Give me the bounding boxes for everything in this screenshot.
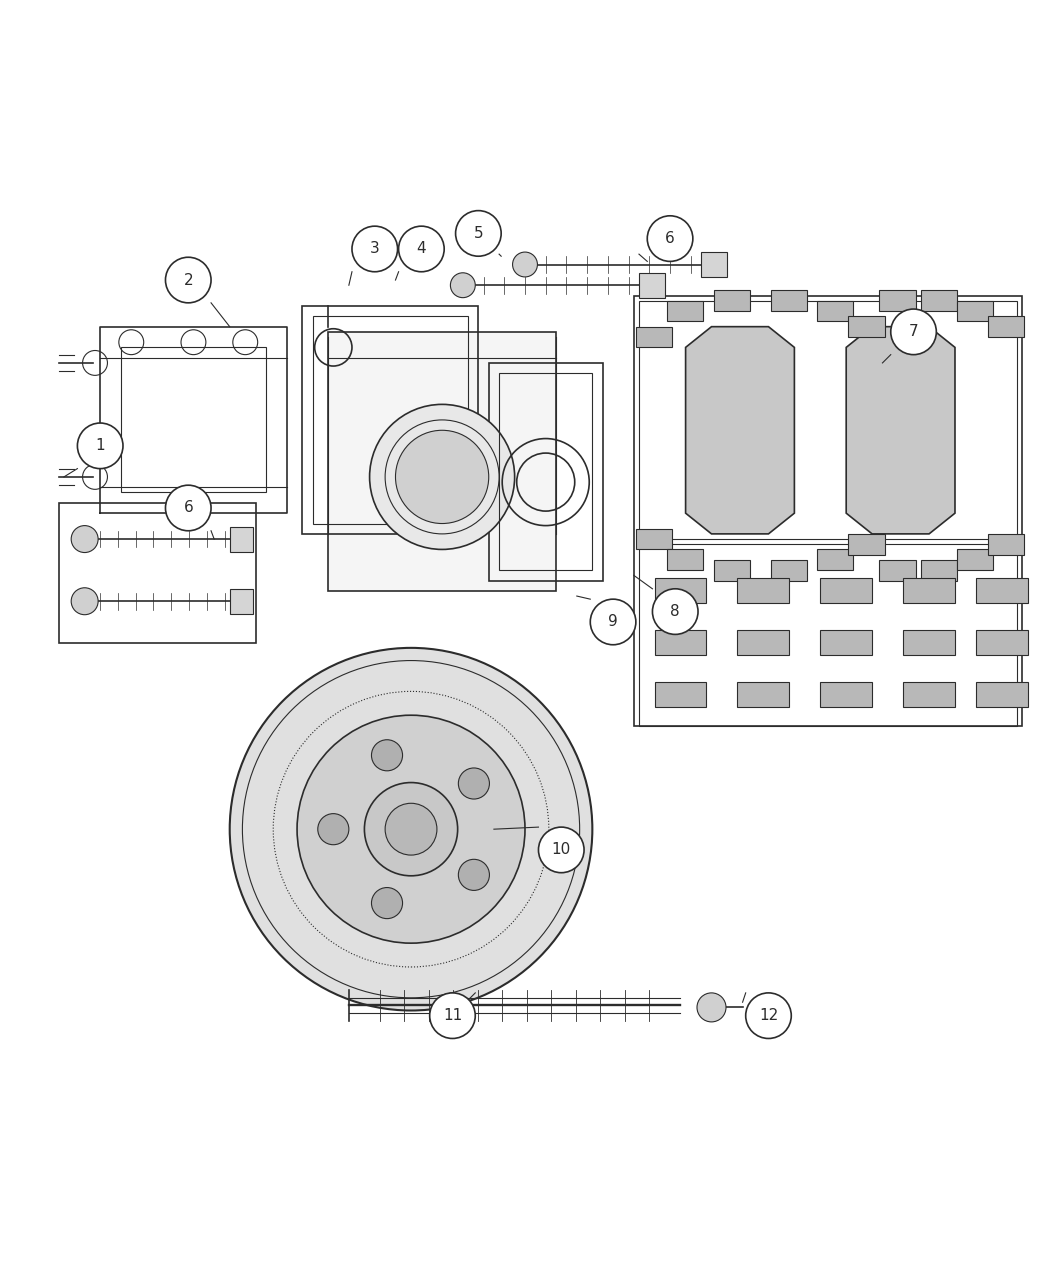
Text: 2: 2 xyxy=(184,273,193,288)
Text: 12: 12 xyxy=(759,1009,778,1023)
Bar xyxy=(771,560,806,580)
Circle shape xyxy=(230,648,592,1011)
Bar xyxy=(737,682,790,706)
Bar xyxy=(957,550,993,570)
Text: 4: 4 xyxy=(417,241,426,256)
Bar xyxy=(654,682,707,706)
Bar xyxy=(771,291,806,311)
Bar xyxy=(329,332,556,590)
Bar xyxy=(714,560,750,580)
Circle shape xyxy=(652,589,698,635)
Text: 6: 6 xyxy=(666,231,675,246)
Bar xyxy=(636,529,672,550)
Bar xyxy=(975,630,1028,655)
Bar xyxy=(820,579,873,603)
Bar xyxy=(903,630,956,655)
Bar xyxy=(921,560,957,580)
Bar xyxy=(903,579,956,603)
Text: 8: 8 xyxy=(670,604,680,620)
Bar xyxy=(848,534,884,555)
Circle shape xyxy=(318,813,349,845)
Bar xyxy=(820,682,873,706)
Bar xyxy=(988,534,1025,555)
Bar xyxy=(975,682,1028,706)
Text: 11: 11 xyxy=(443,1009,462,1023)
Circle shape xyxy=(429,993,476,1038)
Circle shape xyxy=(297,715,525,944)
Text: 5: 5 xyxy=(474,226,483,241)
Bar xyxy=(701,252,727,277)
Circle shape xyxy=(399,226,444,272)
Circle shape xyxy=(166,486,211,530)
Circle shape xyxy=(372,887,402,918)
Bar xyxy=(313,316,468,524)
Bar xyxy=(654,579,707,603)
Bar xyxy=(639,544,1017,725)
Bar xyxy=(667,550,704,570)
Polygon shape xyxy=(846,326,956,534)
Bar xyxy=(817,550,854,570)
Bar xyxy=(121,347,266,492)
Circle shape xyxy=(372,740,402,771)
Circle shape xyxy=(890,309,937,354)
Bar xyxy=(957,301,993,321)
Circle shape xyxy=(647,215,693,261)
Bar xyxy=(848,316,884,337)
Text: 10: 10 xyxy=(551,843,571,857)
Text: 3: 3 xyxy=(370,241,380,256)
Circle shape xyxy=(396,430,488,524)
Bar xyxy=(879,560,916,580)
Bar xyxy=(654,630,707,655)
Circle shape xyxy=(459,768,489,799)
Bar xyxy=(499,374,592,570)
Circle shape xyxy=(456,210,501,256)
Circle shape xyxy=(385,803,437,856)
Circle shape xyxy=(71,588,98,615)
Bar xyxy=(636,326,672,347)
Bar xyxy=(879,291,916,311)
Bar xyxy=(230,527,252,552)
Bar xyxy=(903,682,956,706)
Circle shape xyxy=(590,599,636,645)
Circle shape xyxy=(450,273,476,297)
Circle shape xyxy=(512,252,538,277)
Bar xyxy=(820,630,873,655)
Circle shape xyxy=(71,525,98,552)
Text: 1: 1 xyxy=(96,439,105,454)
Bar xyxy=(737,630,790,655)
Bar xyxy=(639,273,665,297)
Circle shape xyxy=(352,226,398,272)
Bar xyxy=(921,291,957,311)
Bar xyxy=(988,316,1025,337)
Circle shape xyxy=(364,783,458,876)
Circle shape xyxy=(697,993,726,1021)
Text: 9: 9 xyxy=(608,615,618,630)
Bar xyxy=(639,301,1017,539)
Text: 6: 6 xyxy=(184,501,193,515)
Circle shape xyxy=(459,859,489,890)
Circle shape xyxy=(370,404,514,550)
Bar xyxy=(667,301,704,321)
Bar xyxy=(817,301,854,321)
Bar xyxy=(714,291,750,311)
Circle shape xyxy=(539,827,584,872)
Circle shape xyxy=(746,993,792,1038)
Bar xyxy=(230,589,252,613)
Bar xyxy=(302,306,479,534)
Bar xyxy=(488,363,603,580)
Bar xyxy=(59,502,255,643)
Bar xyxy=(737,579,790,603)
Text: 7: 7 xyxy=(908,324,919,339)
Polygon shape xyxy=(686,326,795,534)
Circle shape xyxy=(166,258,211,303)
Circle shape xyxy=(78,423,123,469)
Bar xyxy=(975,579,1028,603)
Bar xyxy=(634,296,1023,725)
